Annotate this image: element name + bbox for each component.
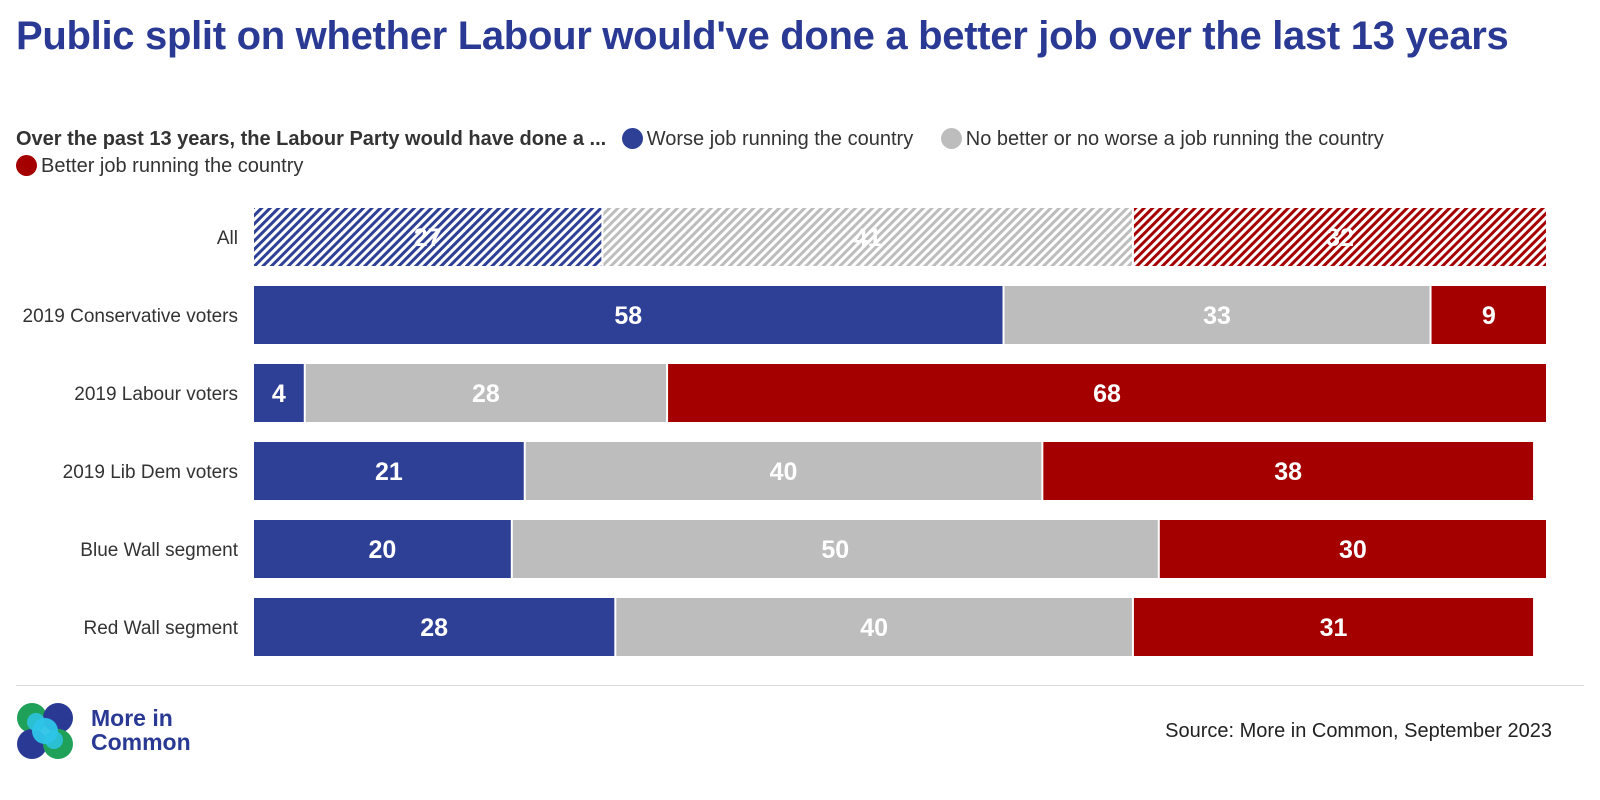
footer-divider <box>16 685 1584 686</box>
stacked-bar-chart: All 27 41 32 2019 Conservative voters 58 33 9 20… <box>23 208 1546 656</box>
chart-title: Public split on whether Labour would've … <box>16 14 1509 58</box>
bar-2019-conservative-voters-better-job-running-the-country <box>1431 286 1546 344</box>
category-label-red-wall-segment: Red Wall segment <box>83 618 238 639</box>
bar-2019-lib-dem-voters-better-job-running-the-country <box>1043 442 1534 500</box>
bar-red-wall-segment-no-better-or-no-worse-a-job-running-the-country <box>616 598 1132 656</box>
data-label-2019-labour-voters-no-better-or-no-worse-a-job-running-the-country: 28 <box>472 380 500 408</box>
category-label-2019-labour-voters: 2019 Labour voters <box>74 384 238 405</box>
data-label-2019-lib-dem-voters-better-job-running-the-country: 38 <box>1274 458 1302 486</box>
legend-item-no-better-no-worse: No better or no worse a job running the … <box>940 126 1384 153</box>
bar-2019-labour-voters-no-better-or-no-worse-a-job-running-the-country <box>305 364 667 422</box>
legend: Over the past 13 years, the Labour Party… <box>16 126 1576 180</box>
data-label-2019-conservative-voters-no-better-or-no-worse-a-job-running-the-country: 33 <box>1203 302 1231 330</box>
bars-layer: All 27 41 32 2019 Conservative voters 58 33 9 20… <box>23 208 1546 656</box>
bar-blue-wall-segment-worse-job-running-the-country <box>254 520 511 578</box>
bar-2019-conservative-voters-no-better-or-no-worse-a-job-running-the-country <box>1004 286 1430 344</box>
bar-blue-wall-segment-no-better-or-no-worse-a-job-running-the-country <box>512 520 1158 578</box>
data-label-all-better-job-running-the-country: 32 <box>1326 224 1354 252</box>
data-label-2019-labour-voters-worse-job-running-the-country: 4 <box>272 380 286 408</box>
bar-2019-labour-voters-better-job-running-the-country <box>668 364 1546 422</box>
data-label-2019-conservative-voters-better-job-running-the-country: 9 <box>1482 302 1496 330</box>
legend-label-worse: Worse job running the country <box>646 128 914 150</box>
legend-label-no-better-no-worse: No better or no worse a job running the … <box>965 128 1384 150</box>
brand-line-2: Common <box>91 729 191 755</box>
category-label-2019-conservative-voters: 2019 Conservative voters <box>23 306 238 327</box>
data-label-2019-lib-dem-voters-worse-job-running-the-country: 21 <box>375 458 403 486</box>
data-label-red-wall-segment-no-better-or-no-worse-a-job-running-the-country: 40 <box>860 614 888 642</box>
data-label-all-no-better-or-no-worse-a-job-running-the-country: 41 <box>854 224 882 252</box>
bar-all-worse-job-running-the-country <box>254 208 602 266</box>
legend-item-better: Better job running the country <box>16 153 303 180</box>
legend-item-worse: Worse job running the country <box>621 126 914 153</box>
brand-line-1: More in <box>91 705 173 731</box>
category-label-blue-wall-segment: Blue Wall segment <box>80 540 238 561</box>
legend-label-better: Better job running the country <box>41 155 304 177</box>
bar-red-wall-segment-worse-job-running-the-country <box>254 598 615 656</box>
data-label-2019-lib-dem-voters-no-better-or-no-worse-a-job-running-the-country: 40 <box>770 458 798 486</box>
bar-2019-labour-voters-worse-job-running-the-country <box>254 364 304 422</box>
data-label-2019-labour-voters-better-job-running-the-country: 68 <box>1093 380 1121 408</box>
bar-2019-conservative-voters-worse-job-running-the-country <box>254 286 1003 344</box>
category-label-all: All <box>217 228 238 249</box>
brand-wordmark: More in Common <box>91 706 191 754</box>
data-label-blue-wall-segment-better-job-running-the-country: 30 <box>1339 536 1367 564</box>
legend-swatch-worse <box>621 128 643 149</box>
legend-lead-text: Over the past 13 years, the Labour Party… <box>16 128 607 150</box>
data-label-blue-wall-segment-worse-job-running-the-country: 20 <box>368 536 396 564</box>
data-label-2019-conservative-voters-worse-job-running-the-country: 58 <box>614 302 642 330</box>
bar-all-better-job-running-the-country <box>1133 208 1546 266</box>
bar-blue-wall-segment-better-job-running-the-country <box>1159 520 1546 578</box>
data-label-red-wall-segment-worse-job-running-the-country: 28 <box>420 614 448 642</box>
source-note: Source: More in Common, September 2023 <box>1165 720 1552 742</box>
bar-2019-lib-dem-voters-no-better-or-no-worse-a-job-running-the-country <box>525 442 1042 500</box>
legend-swatch-no-better-no-worse <box>940 128 962 149</box>
bar-all-no-better-or-no-worse-a-job-running-the-country <box>603 208 1132 266</box>
bar-red-wall-segment-better-job-running-the-country <box>1133 598 1534 656</box>
more-in-common-logo-icon <box>17 703 73 759</box>
legend-swatch-better <box>16 155 37 176</box>
data-label-all-worse-job-running-the-country: 27 <box>414 224 442 252</box>
category-label-2019-lib-dem-voters: 2019 Lib Dem voters <box>63 462 238 483</box>
data-label-red-wall-segment-better-job-running-the-country: 31 <box>1320 614 1348 642</box>
data-label-blue-wall-segment-no-better-or-no-worse-a-job-running-the-country: 50 <box>821 536 849 564</box>
bar-2019-lib-dem-voters-worse-job-running-the-country <box>254 442 524 500</box>
